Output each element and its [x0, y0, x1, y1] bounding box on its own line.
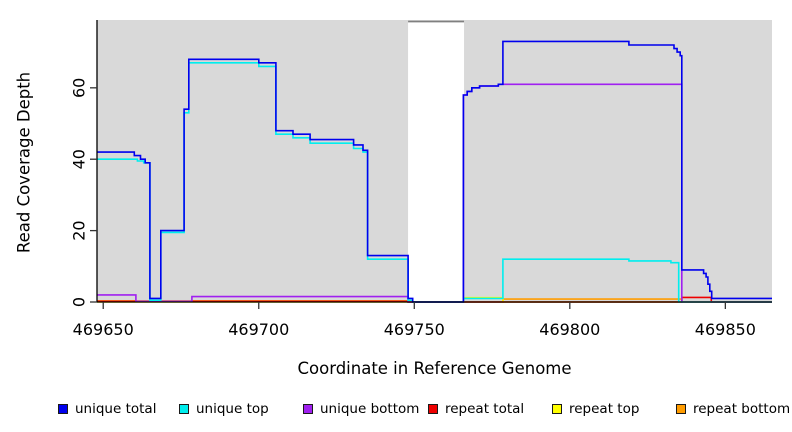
legend-swatch-unique-top	[179, 404, 189, 414]
series-unique-top	[97, 62, 772, 303]
legend-item-label: unique total	[75, 401, 157, 417]
legend: unique total unique top unique bottom repea…	[0, 400, 792, 424]
x-tick-label: 469700	[228, 320, 289, 339]
legend-item-label: unique top	[196, 401, 269, 417]
y-tick-label: 60	[70, 78, 89, 98]
mask-region	[408, 20, 465, 302]
legend-item-unique-top: unique top	[179, 400, 269, 418]
x-tick-label: 469850	[695, 320, 756, 339]
y-tick-label: 20	[70, 220, 89, 240]
legend-swatch-unique-bottom	[303, 404, 313, 414]
legend-swatch-repeat-total	[428, 404, 438, 414]
y-tick-label: 0	[70, 297, 89, 307]
legend-swatch-repeat-bottom	[676, 404, 686, 414]
legend-item-label: repeat top	[569, 401, 640, 417]
legend-item-repeat-bottom: repeat bottom	[676, 400, 790, 418]
legend-item-label: repeat bottom	[693, 401, 791, 417]
legend-item-label: unique bottom	[320, 401, 420, 417]
legend-swatch-unique-total	[58, 404, 68, 414]
x-axis-title: Coordinate in Reference Genome	[297, 359, 572, 378]
x-tick-label: 469750	[384, 320, 445, 339]
x-tick-label: 469800	[539, 320, 600, 339]
y-tick-label: 40	[70, 149, 89, 169]
legend-item-label: repeat total	[445, 401, 525, 417]
x-tick-label: 469650	[73, 320, 134, 339]
legend-item-unique-bottom: unique bottom	[303, 400, 419, 418]
legend-item-unique-total: unique total	[58, 400, 156, 418]
y-axis-title: Read Coverage Depth	[14, 71, 34, 254]
legend-item-repeat-total: repeat total	[428, 400, 524, 418]
legend-swatch-repeat-top	[552, 404, 562, 414]
legend-item-repeat-top: repeat top	[552, 400, 639, 418]
